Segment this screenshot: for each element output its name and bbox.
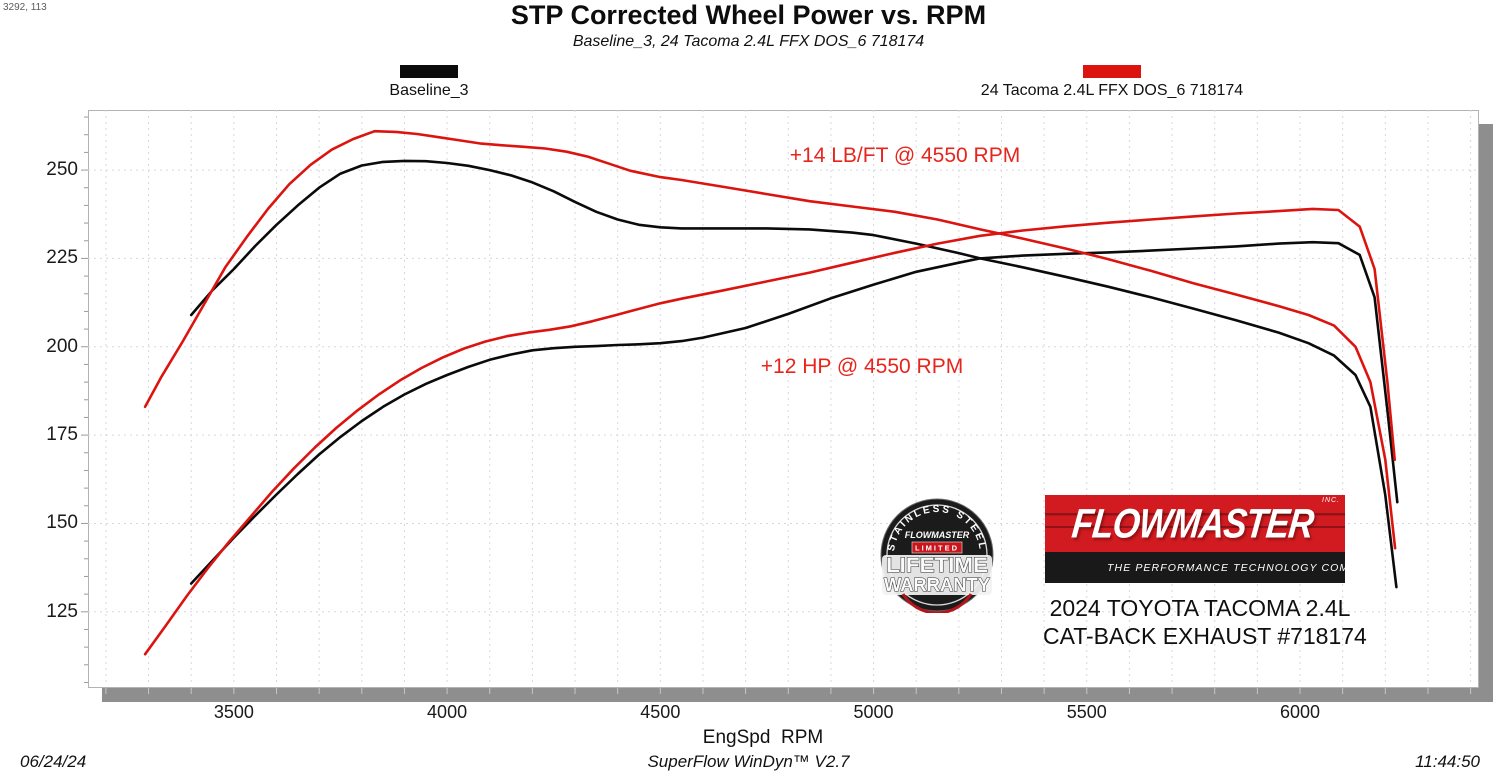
x-tick-label: 5500 (1066, 702, 1107, 722)
y-tick-label: 175 (46, 424, 78, 446)
x-tick-label: 6000 (1279, 702, 1321, 722)
footer-time: 11:44:50 (1415, 752, 1480, 771)
x-tick-label: 5000 (853, 702, 894, 722)
badge-lifetime-text: LIFETIME (886, 554, 988, 577)
legend-label-baseline: Baseline_3 (389, 82, 469, 99)
x-tick-label: 4000 (427, 702, 468, 722)
badge-red-arc (901, 593, 973, 613)
x-axis-label: EngSpd RPM (702, 727, 824, 748)
badge-warranty-text: WARRANTY (884, 574, 991, 595)
flowmaster-inc-text: INC. (1322, 497, 1340, 504)
badge-script-brand: FLOWMASTER (905, 530, 970, 540)
badge-limited-bar (911, 541, 963, 554)
badge-limited-text: LIMITED (915, 544, 959, 553)
legend-swatch-red (1083, 65, 1141, 78)
lifetime-warranty-badge: STAINLESS STEEL FLOWMASTER LIMITED LIFET… (880, 498, 994, 613)
badge-panel (882, 555, 992, 595)
y-tick-label: 200 (46, 335, 78, 357)
legend-swatch-black (400, 65, 458, 78)
x-tick-label: 3500 (213, 702, 254, 722)
y-tick-label: 125 (46, 600, 78, 622)
y-tick-label: 250 (46, 159, 78, 181)
chart-title: STP Corrected Wheel Power vs. RPM (510, 0, 987, 30)
gain-annotation: +12 HP @ 4550 RPM (760, 355, 964, 378)
cursor-readout: 3292, 113 (3, 2, 47, 13)
flowmaster-brand-text: FLOWMASTER (1069, 501, 1316, 548)
vehicle-caption-line2: CAT-BACK EXHAUST #718174 (1043, 623, 1367, 649)
y-tick-label: 225 (46, 247, 78, 269)
flowmaster-logo-red-band: INC. (1045, 495, 1345, 552)
legend-item-baseline: Baseline_3 (329, 65, 529, 100)
footer-date: 06/24/24 (20, 752, 87, 771)
legend-label-new-run: 24 Tacoma 2.4L FFX DOS_6 718174 (980, 82, 1244, 99)
flowmaster-logo: INC. THE PERFORMANCE TECHNOLOGY COMPANY … (1045, 495, 1380, 583)
flowmaster-logo-black-band: THE PERFORMANCE TECHNOLOGY COMPANY (1045, 552, 1380, 583)
footer-software: SuperFlow WinDyn™ V2.7 (647, 752, 850, 771)
flowmaster-tagline: THE PERFORMANCE TECHNOLOGY COMPANY (1107, 561, 1382, 574)
vehicle-caption-line1: 2024 TOYOTA TACOMA 2.4L (1049, 595, 1351, 621)
gain-annotation: +14 LB/FT @ 4550 RPM (789, 144, 1021, 167)
vehicle-caption: 2024 TOYOTA TACOMA 2.4L CAT-BACK EXHAUST… (1043, 594, 1367, 650)
chart-subtitle: Baseline_3, 24 Tacoma 2.4L FFX DOS_6 718… (572, 33, 925, 50)
y-tick-label: 150 (46, 512, 78, 534)
x-tick-label: 4500 (640, 702, 681, 722)
legend-item-new-run: 24 Tacoma 2.4L FFX DOS_6 718174 (962, 65, 1262, 100)
